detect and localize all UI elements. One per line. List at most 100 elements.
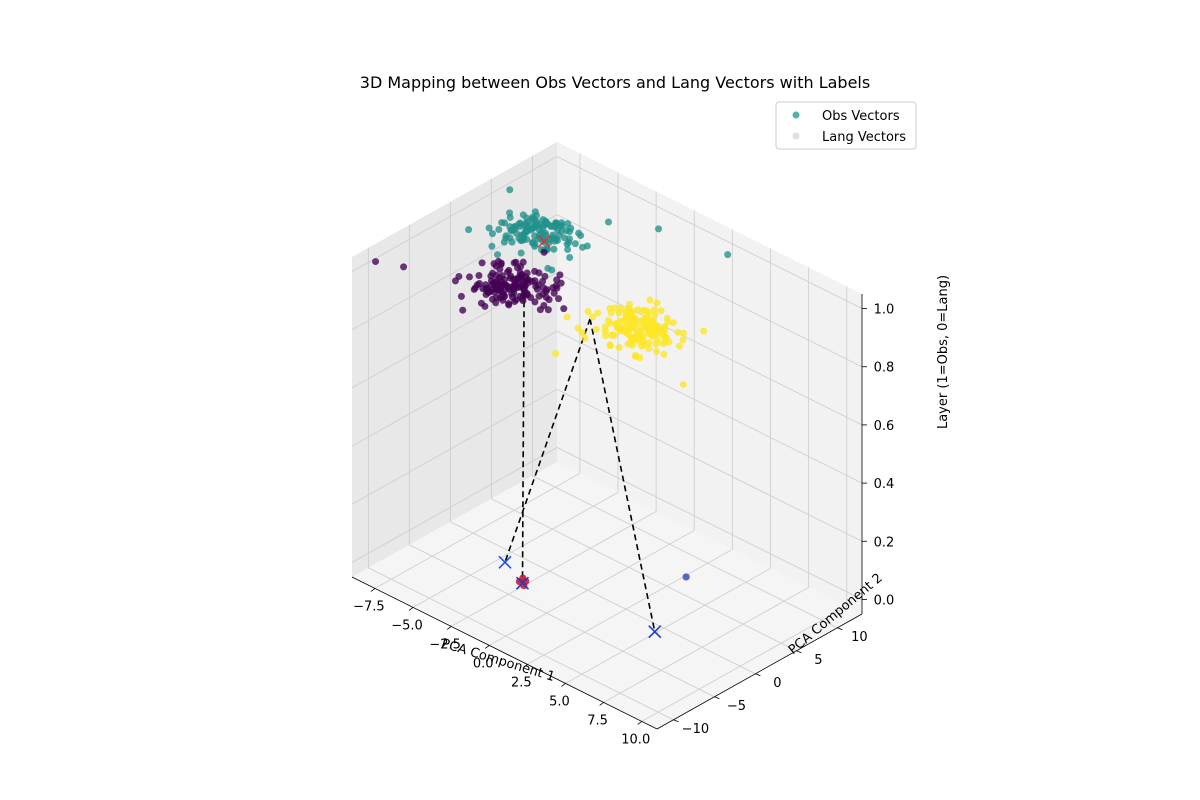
z-grid-line — [556, 214, 863, 368]
obs-point-label-0 — [492, 262, 500, 270]
obs-point-label-1 — [501, 219, 509, 227]
x-tick-mark — [408, 607, 414, 611]
obs-point-label-0 — [498, 272, 506, 280]
y-grid-line — [491, 498, 797, 652]
floor-pane — [352, 462, 862, 729]
obs-point-label-2 — [635, 336, 643, 344]
y-tick-label: −10 — [682, 722, 709, 737]
obs-point-label-0 — [508, 290, 516, 298]
obs-point-label-2 — [640, 332, 648, 340]
x-tick-mark — [485, 645, 490, 649]
obs-point-label-2 — [606, 304, 614, 312]
obs-point-label-0 — [504, 268, 512, 276]
obs-outlier-point — [372, 258, 380, 266]
obs-point-label-0 — [475, 271, 483, 279]
obs-point-label-2 — [551, 350, 559, 358]
obs-point-label-2 — [679, 336, 687, 344]
obs-point-label-2 — [581, 334, 589, 342]
obs-point-label-1 — [537, 229, 545, 237]
obs-point-label-1 — [488, 230, 496, 238]
lang-point — [682, 573, 690, 581]
obs-point-label-0 — [560, 305, 568, 313]
obs-point-label-1 — [571, 240, 579, 248]
obs-point-label-1 — [550, 245, 558, 253]
obs-point-label-0 — [553, 276, 561, 284]
obs-outlier-point — [724, 251, 732, 259]
mapping-line — [521, 291, 525, 584]
obs-point-label-0 — [541, 272, 549, 280]
obs-point-label-2 — [653, 299, 661, 307]
grid-lines — [351, 153, 863, 722]
obs-point-label-2 — [650, 306, 658, 314]
obs-point-label-0 — [451, 277, 459, 285]
x-tick-mark — [561, 683, 566, 687]
legend-label-obs: Obs Vectors — [822, 109, 900, 124]
y-grid-line — [368, 567, 674, 721]
obs-point-label-0 — [545, 296, 553, 304]
z-tick-label: 0.6 — [874, 419, 895, 434]
obs-point-label-1 — [548, 266, 556, 274]
z-tick-label: 0.8 — [874, 361, 895, 376]
obs-point-label-2 — [646, 296, 654, 304]
obs-point-label-2 — [625, 304, 633, 312]
obs-point-label-2 — [660, 350, 668, 358]
obs-point-label-2 — [616, 317, 624, 325]
obs-point-label-2 — [601, 323, 609, 331]
obs-point-label-2 — [624, 340, 632, 348]
obs-point-label-0 — [457, 292, 465, 300]
x-tick-label: 2.5 — [511, 675, 532, 690]
obs-point-label-2 — [669, 319, 677, 327]
x-grid-line — [412, 492, 619, 608]
obs-point-label-2 — [625, 313, 633, 321]
obs-point-label-0 — [505, 300, 513, 308]
back-pane — [557, 142, 862, 614]
z-grid-line — [556, 156, 863, 309]
obs-point-label-0 — [528, 277, 536, 285]
z-grid-line — [351, 156, 558, 272]
legend-frame — [775, 101, 917, 150]
obs-point-label-0 — [510, 276, 518, 284]
y-grid-line — [409, 544, 715, 698]
obs-point-label-1 — [517, 237, 525, 245]
x-tick-label: −2.5 — [429, 637, 461, 652]
obs-point-label-1 — [566, 253, 574, 261]
y-tick-mark — [755, 673, 761, 677]
z-tick-label: 0.0 — [874, 593, 895, 608]
obs-point-label-2 — [651, 311, 659, 319]
x-tick-mark — [523, 664, 528, 668]
obs-point-label-0 — [516, 292, 524, 300]
obs-point-label-2 — [578, 329, 586, 337]
obs-point-label-0 — [470, 285, 478, 293]
obs-point-label-1 — [488, 242, 496, 250]
y-grid-line — [532, 475, 838, 629]
obs-point-label-1 — [506, 186, 514, 194]
x-grid-line — [489, 530, 695, 646]
y-tick-label: 5 — [814, 653, 822, 668]
y-tick-label: −5 — [727, 699, 746, 714]
x-tick-label: −7.5 — [353, 599, 385, 614]
obs-point-label-0 — [544, 306, 552, 314]
obs-point-label-1 — [549, 231, 557, 239]
obs-point-label-2 — [652, 347, 660, 355]
obs-point-label-0 — [523, 269, 531, 277]
x-tick-label: 10.0 — [621, 732, 650, 747]
obs-point-label-1 — [604, 218, 612, 226]
obs-point-label-0 — [556, 271, 564, 279]
obs-point-label-0 — [459, 306, 467, 314]
obs-point-label-1 — [523, 235, 531, 243]
x-grid-line — [603, 587, 809, 703]
y-tick-label: 10 — [851, 630, 868, 645]
legend-label-lang: Lang Vectors — [822, 130, 906, 145]
obs-point-label-2 — [584, 307, 592, 315]
y-tick-mark — [796, 650, 802, 654]
obs-point-label-2 — [643, 307, 651, 315]
lang-x-marker — [648, 625, 662, 639]
obs-point-label-0 — [540, 248, 548, 256]
axis-panes — [352, 142, 862, 729]
obs-point-label-1 — [523, 226, 531, 234]
obs-point-label-0 — [510, 259, 518, 267]
obs-point-label-2 — [659, 340, 667, 348]
obs-point-label-1 — [523, 214, 531, 222]
